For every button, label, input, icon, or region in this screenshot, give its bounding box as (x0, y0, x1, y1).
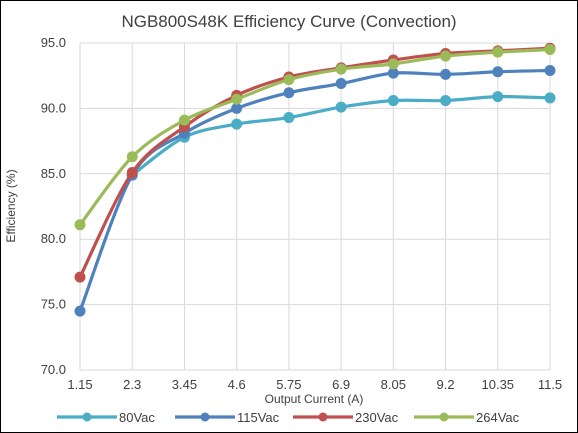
legend-marker (318, 412, 328, 422)
data-point (74, 305, 86, 317)
legend-entry: 230Vac (293, 410, 399, 425)
legend-label: 115Vac (237, 410, 280, 425)
data-point (283, 112, 295, 124)
series-line (78, 46, 552, 279)
y-tick-labels: 70.0 75.0 80.0 85.0 90.0 95.0 (41, 35, 66, 377)
data-point (126, 151, 138, 163)
data-point (231, 118, 243, 130)
legend-entry: 115Vac (175, 410, 280, 425)
y-tick-label: 80.0 (41, 231, 66, 246)
y-tick-label: 95.0 (41, 35, 66, 50)
x-tick-label: 8.05 (381, 377, 406, 392)
x-tick-labels: 1.15 2.3 3.45 4.6 5.75 6.9 8.05 9.2 10.35 11.5 (67, 377, 562, 392)
legend-label: 80Vac (119, 410, 155, 425)
data-point (387, 67, 399, 79)
data-point (335, 101, 347, 113)
data-point (283, 87, 295, 99)
x-tick-label: 10.35 (482, 377, 515, 392)
series-115vac (74, 64, 556, 317)
legend: 80Vac 115Vac 230Vac 264Vac (57, 410, 520, 425)
data-point (492, 66, 504, 78)
x-tick-label: 5.75 (276, 377, 301, 392)
x-tick-label: 11.5 (538, 377, 562, 392)
x-axis-title: Output Current (A) (265, 392, 364, 406)
data-point (387, 95, 399, 107)
data-point (231, 93, 243, 105)
data-point (74, 219, 86, 231)
data-point (492, 46, 504, 58)
legend-label: 230Vac (355, 410, 399, 425)
y-tick-label: 85.0 (41, 166, 66, 181)
data-point (440, 95, 452, 107)
x-tick-label: 2.3 (123, 377, 141, 392)
series-lines (74, 42, 556, 317)
x-tick-label: 4.6 (228, 377, 246, 392)
data-point (283, 74, 295, 86)
legend-label: 264Vac (476, 410, 520, 425)
x-tick-label: 9.2 (437, 377, 455, 392)
legend-marker (439, 412, 449, 422)
legend-marker (200, 412, 210, 422)
x-tick-label: 1.15 (67, 377, 92, 392)
data-point (440, 68, 452, 80)
data-point (387, 58, 399, 70)
data-point (335, 63, 347, 75)
series-264vac (74, 44, 556, 231)
data-point (335, 78, 347, 90)
legend-entry: 80Vac (57, 410, 155, 425)
y-axis-title: Efficiency (%) (4, 169, 18, 242)
legend-marker (82, 412, 92, 422)
data-point (492, 91, 504, 103)
legend-entry: 264Vac (414, 410, 520, 425)
data-point (178, 114, 190, 126)
x-tick-label: 6.9 (332, 377, 350, 392)
y-tick-label: 90.0 (41, 100, 66, 115)
series-line (78, 47, 552, 227)
x-tick-label: 3.45 (172, 377, 197, 392)
data-point (544, 64, 556, 76)
data-point (440, 50, 452, 62)
data-point (74, 271, 86, 283)
data-point (231, 102, 243, 114)
data-point (126, 166, 138, 178)
grid-lines (79, 42, 551, 371)
y-tick-label: 70.0 (41, 362, 66, 377)
data-point (544, 44, 556, 56)
series-line (78, 68, 552, 313)
data-point (544, 92, 556, 104)
y-tick-label: 75.0 (41, 297, 66, 312)
chart-title: NGB800S48K Efficiency Curve (Convection) (121, 12, 456, 31)
